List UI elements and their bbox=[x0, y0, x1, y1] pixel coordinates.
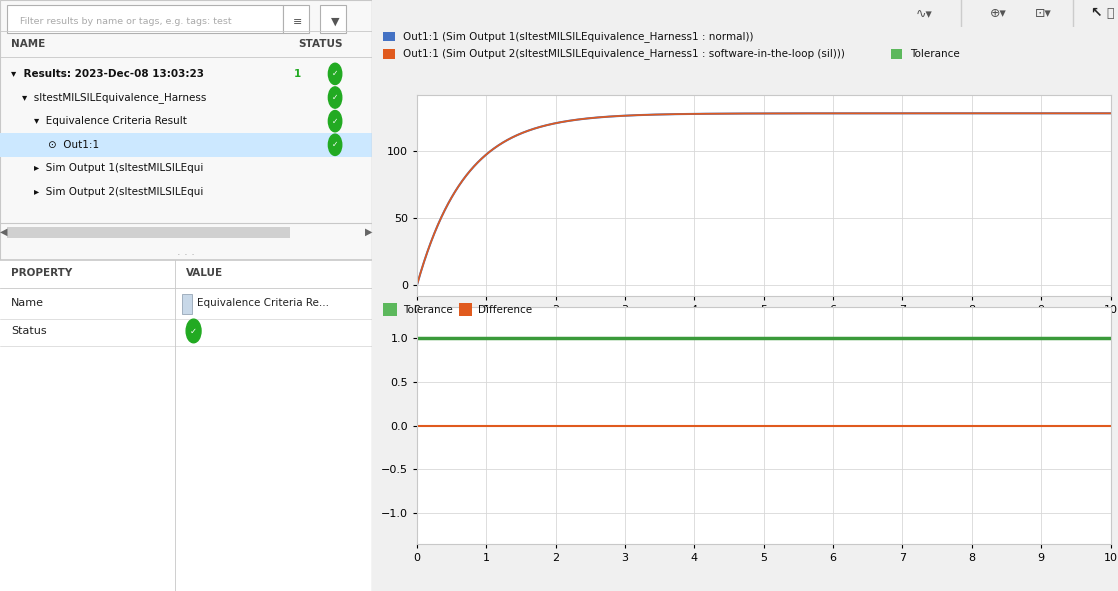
Text: NAME: NAME bbox=[11, 40, 46, 49]
Circle shape bbox=[329, 87, 342, 108]
Text: STATUS: STATUS bbox=[297, 40, 342, 49]
Text: ∿▾: ∿▾ bbox=[916, 7, 932, 20]
Text: Name: Name bbox=[11, 298, 45, 308]
Text: ⬜: ⬜ bbox=[1107, 7, 1115, 20]
Circle shape bbox=[329, 63, 342, 85]
Text: Tolerance: Tolerance bbox=[910, 49, 959, 59]
Text: 1: 1 bbox=[294, 69, 302, 79]
Text: ▸  Sim Output 1(sltestMILSILEqui: ▸ Sim Output 1(sltestMILSILEqui bbox=[34, 164, 202, 173]
Bar bbox=[182, 294, 191, 314]
Text: ✓: ✓ bbox=[332, 140, 339, 150]
Bar bbox=[458, 303, 472, 316]
Text: · · ·: · · · bbox=[178, 251, 195, 260]
Bar bbox=[320, 5, 347, 33]
Text: ▶: ▶ bbox=[364, 228, 372, 237]
Text: Out1:1 (Sim Output 1(sltestMILSILEquivalence_Harness1 : normal)): Out1:1 (Sim Output 1(sltestMILSILEquival… bbox=[402, 31, 754, 42]
Text: ✓: ✓ bbox=[190, 326, 197, 336]
Text: ▸  Sim Output 2(sltestMILSILEqui: ▸ Sim Output 2(sltestMILSILEqui bbox=[34, 187, 202, 197]
Text: PROPERTY: PROPERTY bbox=[11, 268, 73, 278]
Text: ▾  Equivalence Criteria Result: ▾ Equivalence Criteria Result bbox=[34, 116, 187, 126]
Text: ✓: ✓ bbox=[332, 69, 339, 79]
Bar bbox=[0, 133, 372, 157]
Text: ⊙  Out1:1: ⊙ Out1:1 bbox=[48, 140, 100, 150]
Text: Filter results by name or tags, e.g. tags: test: Filter results by name or tags, e.g. tag… bbox=[20, 17, 233, 27]
Text: ▾  Results: 2023-Dec-08 13:03:23: ▾ Results: 2023-Dec-08 13:03:23 bbox=[11, 69, 205, 79]
Bar bbox=[383, 32, 396, 41]
Text: ≡: ≡ bbox=[293, 17, 303, 27]
Bar bbox=[8, 5, 283, 33]
Text: ⊡▾: ⊡▾ bbox=[1035, 7, 1052, 20]
Text: ▼: ▼ bbox=[331, 17, 340, 27]
Text: Equivalence Criteria Re...: Equivalence Criteria Re... bbox=[197, 298, 330, 308]
Circle shape bbox=[187, 319, 201, 343]
Text: Out1:1 (Sim Output 2(sltestMILSILEquivalence_Harness1 : software-in-the-loop (si: Out1:1 (Sim Output 2(sltestMILSILEquival… bbox=[402, 48, 845, 59]
Text: Status: Status bbox=[11, 326, 47, 336]
Text: ▾  sltestMILSILEquivalence_Harness: ▾ sltestMILSILEquivalence_Harness bbox=[22, 92, 207, 103]
Text: ↖: ↖ bbox=[1090, 7, 1101, 20]
Bar bbox=[891, 49, 902, 59]
Bar bbox=[0, 260, 372, 591]
Text: Tolerance: Tolerance bbox=[402, 305, 453, 314]
Text: ⊕▾: ⊕▾ bbox=[991, 7, 1007, 20]
Circle shape bbox=[329, 134, 342, 155]
Bar bbox=[8, 227, 291, 238]
Text: ◀: ◀ bbox=[0, 228, 8, 237]
Circle shape bbox=[329, 111, 342, 132]
Text: ✓: ✓ bbox=[332, 93, 339, 102]
Text: VALUE: VALUE bbox=[186, 268, 224, 278]
Bar bbox=[383, 49, 396, 59]
Text: Difference: Difference bbox=[479, 305, 532, 314]
Text: ✓: ✓ bbox=[332, 116, 339, 126]
Bar bbox=[383, 303, 397, 316]
Bar bbox=[283, 5, 309, 33]
